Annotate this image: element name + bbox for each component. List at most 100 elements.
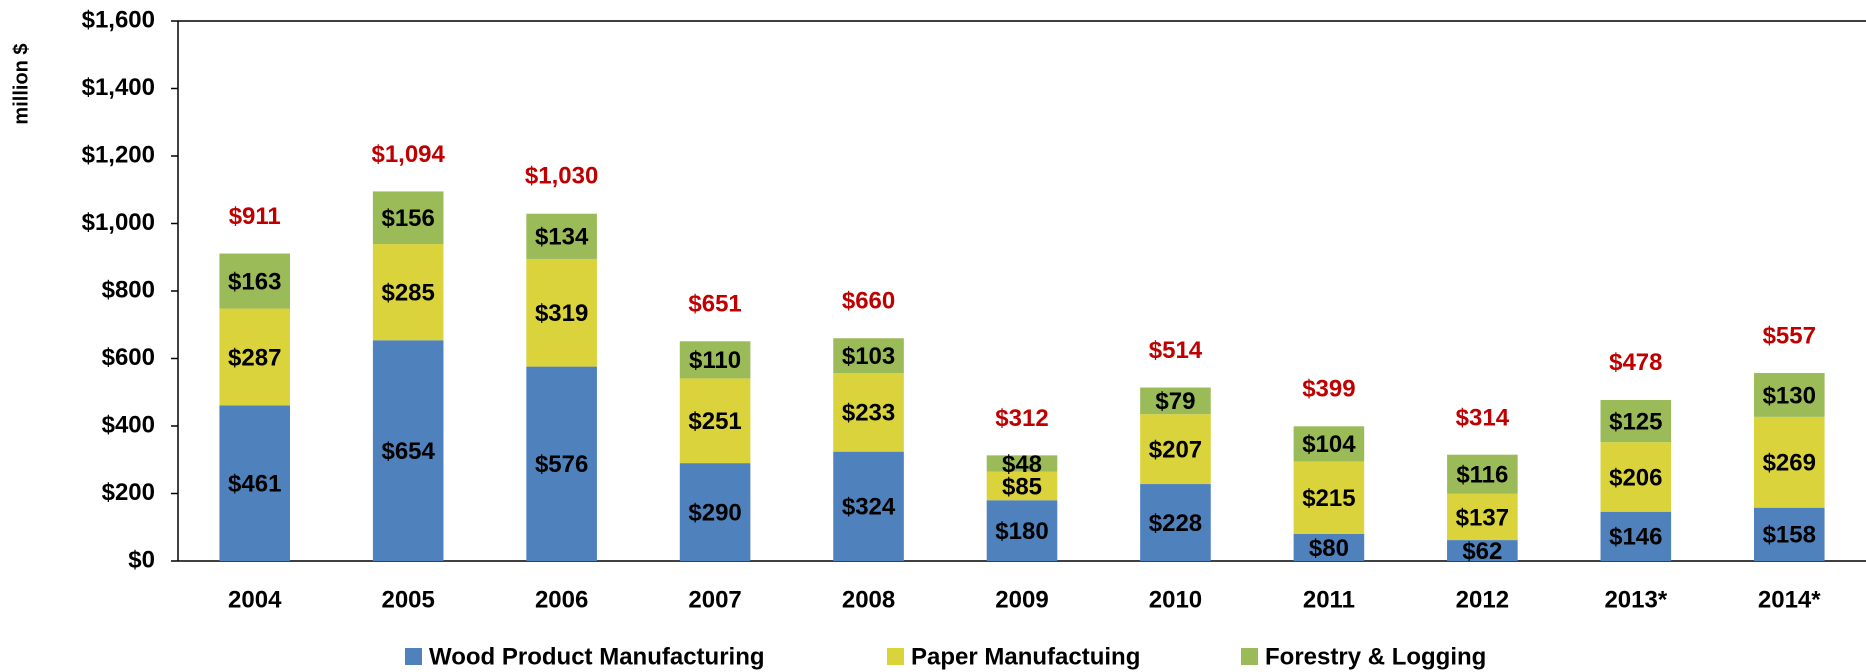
- data-label: $79: [1155, 388, 1195, 415]
- bar-segment: [1140, 414, 1211, 485]
- total-label: $312: [995, 405, 1048, 432]
- y-tick-label: $400: [102, 411, 155, 438]
- data-label: $104: [1302, 431, 1356, 458]
- data-label: $146: [1609, 524, 1662, 551]
- data-label: $228: [1149, 510, 1202, 537]
- bar-segment: [372, 244, 444, 341]
- total-label: $1,030: [525, 163, 598, 190]
- bar-segment: [679, 463, 751, 561]
- bar-segment: [219, 308, 291, 406]
- x-tick-label: 2008: [842, 586, 895, 613]
- bar-segment: [1447, 540, 1518, 561]
- bar-segment: [219, 405, 291, 561]
- data-label: $324: [842, 494, 896, 521]
- bar-segment: [1140, 387, 1211, 415]
- y-axis-title: million $: [10, 43, 32, 124]
- x-tick-label: 2007: [688, 586, 741, 613]
- legend-label: Paper Manufactuing: [911, 643, 1140, 670]
- x-tick-label: 2010: [1149, 586, 1202, 613]
- bar-segment: [1293, 426, 1365, 462]
- bar-segment: [833, 338, 904, 374]
- y-tick-label: $1,400: [82, 74, 155, 101]
- data-label: $207: [1149, 436, 1202, 463]
- total-label: $651: [688, 291, 741, 318]
- bar-segment: [833, 451, 904, 561]
- bar-segment: [1447, 493, 1518, 541]
- bar-segment: [1753, 416, 1825, 508]
- bar-segment: [679, 341, 751, 379]
- legend-swatch: [1241, 648, 1258, 665]
- bar-segment: [1293, 461, 1365, 534]
- y-tick-label: $1,600: [82, 6, 155, 33]
- data-label: $116: [1456, 462, 1508, 489]
- bar-segment: [986, 455, 1058, 472]
- y-tick-label: $1,200: [82, 141, 155, 168]
- x-tick-label: 2011: [1303, 586, 1355, 613]
- data-label: $576: [535, 451, 588, 478]
- bar-segment: [372, 191, 444, 245]
- data-label: $137: [1456, 504, 1509, 531]
- total-label: $557: [1763, 322, 1816, 349]
- data-label: $285: [381, 280, 434, 307]
- total-label: $911: [229, 203, 281, 230]
- x-tick-label: 2005: [381, 586, 434, 613]
- data-label: $461: [228, 471, 281, 498]
- data-label: $215: [1302, 485, 1355, 512]
- bar-segment: [372, 340, 444, 561]
- data-label: $48: [1002, 451, 1042, 478]
- bar-segment: [1140, 484, 1211, 561]
- data-label: $654: [381, 438, 435, 465]
- data-label: $125: [1609, 408, 1662, 435]
- total-label: $314: [1456, 404, 1510, 431]
- data-label: $130: [1763, 382, 1816, 409]
- y-tick-label: $0: [128, 546, 155, 573]
- bar-segment: [526, 366, 597, 561]
- data-label: $134: [535, 224, 589, 251]
- bar-segment: [833, 373, 904, 452]
- total-label: $478: [1609, 349, 1662, 376]
- data-label: $110: [689, 347, 741, 374]
- y-tick-label: $200: [102, 479, 155, 506]
- data-label: $163: [228, 268, 281, 295]
- bar-segment: [1753, 507, 1825, 561]
- data-label: $156: [381, 205, 434, 232]
- bar-segment: [679, 378, 751, 464]
- y-tick-label: $600: [102, 344, 155, 371]
- data-label: $158: [1763, 522, 1816, 549]
- bar-segment: [1447, 454, 1518, 494]
- data-label: $85: [1002, 473, 1042, 500]
- data-label: $251: [688, 408, 741, 435]
- x-tick-label: 2009: [995, 586, 1048, 613]
- total-label: $1,094: [371, 141, 445, 168]
- bar-segment: [986, 471, 1058, 501]
- bar-segment: [986, 500, 1058, 561]
- y-tick-label: $1,000: [82, 209, 155, 236]
- bar-segment: [1753, 373, 1825, 417]
- data-label: $269: [1763, 450, 1816, 477]
- total-label: $660: [842, 288, 895, 315]
- data-label: $80: [1309, 535, 1349, 562]
- data-label: $180: [995, 518, 1048, 545]
- legend-swatch: [887, 648, 904, 665]
- data-label: $103: [842, 343, 895, 370]
- data-label: $290: [688, 499, 741, 526]
- bar-segment: [1293, 534, 1365, 561]
- data-label: $206: [1609, 464, 1662, 491]
- x-tick-label: 2013*: [1604, 586, 1667, 613]
- total-label: $514: [1149, 337, 1203, 364]
- bar-segment: [1600, 442, 1672, 512]
- x-tick-label: 2004: [228, 586, 282, 613]
- bar-segment: [526, 258, 597, 367]
- bar-segment: [526, 213, 597, 259]
- y-tick-label: $800: [102, 276, 155, 303]
- data-label: $287: [228, 344, 281, 371]
- x-tick-label: 2012: [1456, 586, 1509, 613]
- legend-label: Forestry & Logging: [1265, 643, 1486, 670]
- x-tick-label: 2014*: [1758, 586, 1821, 613]
- data-label: $319: [535, 300, 588, 327]
- data-label: $233: [842, 400, 895, 427]
- data-label: $62: [1462, 538, 1502, 565]
- legend-swatch: [405, 648, 422, 665]
- total-label: $399: [1302, 376, 1355, 403]
